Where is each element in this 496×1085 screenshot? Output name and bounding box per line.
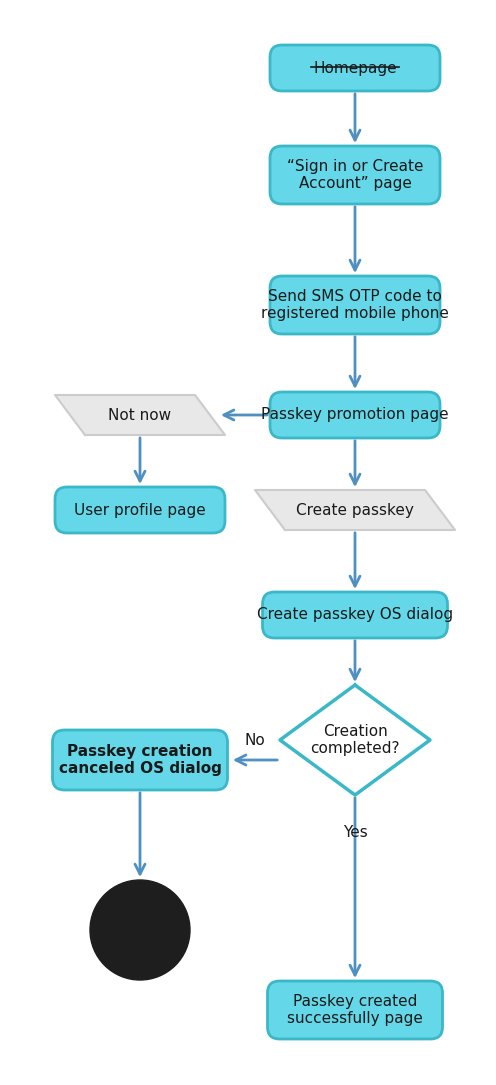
FancyBboxPatch shape: [262, 592, 447, 638]
Text: Create passkey: Create passkey: [296, 502, 414, 518]
FancyBboxPatch shape: [270, 276, 440, 334]
FancyBboxPatch shape: [55, 487, 225, 533]
Text: Yes: Yes: [343, 825, 368, 840]
Polygon shape: [55, 395, 225, 435]
Text: Not now: Not now: [109, 408, 172, 422]
FancyBboxPatch shape: [270, 392, 440, 438]
Circle shape: [90, 880, 190, 980]
Text: User profile page: User profile page: [74, 502, 206, 518]
Text: “Sign in or Create
Account” page: “Sign in or Create Account” page: [287, 158, 423, 191]
Text: Passkey created
successfully page: Passkey created successfully page: [287, 994, 423, 1026]
Text: Homepage: Homepage: [313, 61, 397, 76]
Text: Creation
completed?: Creation completed?: [310, 724, 400, 756]
FancyBboxPatch shape: [270, 146, 440, 204]
Text: Passkey promotion page: Passkey promotion page: [261, 408, 449, 422]
FancyBboxPatch shape: [53, 730, 228, 790]
Polygon shape: [255, 490, 455, 529]
Text: Create passkey OS dialog: Create passkey OS dialog: [257, 608, 453, 623]
FancyBboxPatch shape: [267, 981, 442, 1039]
Text: Send SMS OTP code to
registered mobile phone: Send SMS OTP code to registered mobile p…: [261, 289, 449, 321]
Text: Passkey creation
canceled OS dialog: Passkey creation canceled OS dialog: [59, 744, 221, 776]
FancyBboxPatch shape: [270, 44, 440, 91]
Polygon shape: [280, 685, 430, 795]
Text: No: No: [245, 733, 265, 748]
